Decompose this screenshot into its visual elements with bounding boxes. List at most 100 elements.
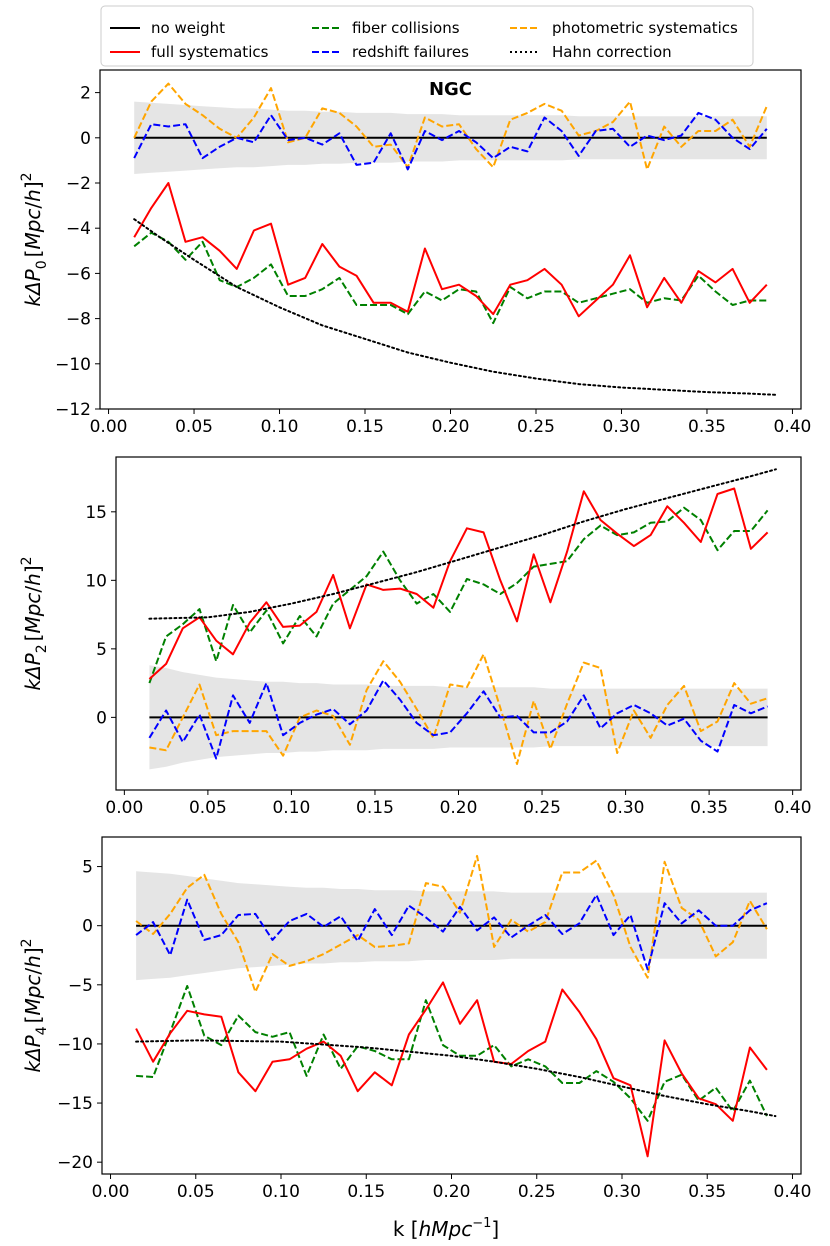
- panel-p0-series-hahn: [133, 218, 777, 396]
- panel-p4-xtick-label: 0.35: [688, 1182, 726, 1202]
- panel-p0-ytick-label: −10: [55, 355, 91, 375]
- panel-p0-xtick-label: 0.15: [346, 417, 384, 437]
- x-axis-label-close: ]: [491, 1217, 499, 1241]
- panel-p0-ylabel-part: ]: [21, 181, 45, 189]
- panel-p0-xtick-label: 0.20: [432, 417, 470, 437]
- panel-p2-ylabel-part: Mpc: [21, 593, 45, 634]
- panel-p2-ylabel-part: ]: [21, 565, 45, 573]
- panel-p0-ytick-label: 0: [80, 129, 91, 149]
- panel-p4-ylabel-part: 4: [34, 1026, 50, 1035]
- panel-p2-series-hahn: [148, 468, 777, 620]
- x-axis-label: k [hMpc−1]: [393, 1216, 499, 1241]
- legend-label-photometric-systematics: photometric systematics: [552, 19, 738, 37]
- panel-p2-ytick-label: 10: [85, 571, 107, 591]
- panel-p2-series-photo: [149, 653, 768, 765]
- panel-p4-ytick-label: 5: [82, 858, 93, 878]
- panel-p0-title: NGC: [429, 79, 472, 100]
- panel-p4-series-photo: [135, 854, 768, 993]
- panel-p2-plot-area: [148, 468, 777, 770]
- panel-p2-xtick-label: 0.05: [189, 798, 227, 818]
- panel-p4-series-full: [135, 981, 768, 1158]
- panel-p2-xtick-label: 0.00: [105, 798, 143, 818]
- panel-p0-ylabel: kΔP0 [Mpc/h]2: [19, 172, 50, 306]
- panel-p2-ylabel-part: [: [21, 634, 45, 642]
- panel-p4-ylabel-part: 2: [19, 938, 35, 947]
- legend: no weight full systematics fiber collisi…: [100, 5, 754, 67]
- panel-p2-xtick-label: 0.20: [440, 798, 478, 818]
- panel-p2-ytick-label: 0: [96, 708, 107, 728]
- panel-p4-series-redshift: [135, 893, 768, 971]
- panel-p0-xtick-label: 0.30: [603, 417, 641, 437]
- x-axis-label-italic: hMpc: [419, 1217, 473, 1241]
- panel-p2-ylabel-part: k: [21, 678, 45, 691]
- panel-p2: 0.00 0.05 0.10 0.15 0.20 0.25 0.30 0.35 0.40 15 10…: [19, 456, 812, 818]
- panel-p0-plot-area: [133, 82, 777, 396]
- panel-p2-ylabel-part: 2: [19, 556, 35, 565]
- panel-p2-ylabel-part: 2: [34, 644, 50, 653]
- panels-layer: 0.00 0.05 0.10 0.15 0.20 0.25 0.30 0.35 0.40 2 0 −2…: [19, 69, 812, 1202]
- panel-p4-xtick-label: 0.25: [518, 1182, 556, 1202]
- panel-p2-series-full: [148, 487, 769, 680]
- legend-frame: [100, 5, 754, 67]
- panel-p0-xtick-label: 0.40: [774, 417, 812, 437]
- panel-p4: 0.00 0.05 0.10 0.15 0.20 0.25 0.30 0.35 0.40 5 0 −5…: [19, 836, 812, 1202]
- panel-p4-xtick-label: 0.05: [177, 1182, 215, 1202]
- panel-p0-xtick-label: 0.10: [261, 417, 299, 437]
- panel-p4-xtick-label: 0.00: [92, 1182, 130, 1202]
- panel-p2-xtick-label: 0.30: [607, 798, 645, 818]
- panel-p0-ylabel-part: 0: [34, 260, 50, 269]
- panel-p4-ylabel-part: /: [21, 968, 45, 975]
- panel-p0-ytick-label: −6: [66, 264, 91, 284]
- x-axis-label-sup: −1: [472, 1216, 491, 1231]
- panel-p2-ytick-label: 5: [96, 640, 107, 660]
- panel-p0-ylabel-part: /: [21, 202, 45, 209]
- panel-p2-xtick-label: 0.15: [356, 798, 394, 818]
- panel-p4-xtick-label: 0.30: [603, 1182, 641, 1202]
- panel-p4-ylabel-part: ]: [21, 947, 45, 955]
- panel-p0-series-photo: [133, 82, 768, 171]
- panel-p0-ylabel-part: k: [21, 294, 45, 307]
- legend-label-fiber-collisions: fiber collisions: [352, 19, 460, 37]
- panel-p2-ylabel-part: h: [21, 573, 45, 586]
- panel-p0-ytick-label: −12: [55, 400, 91, 420]
- legend-label-full-systematics: full systematics: [151, 43, 269, 61]
- panel-p2-xtick-label: 0.40: [774, 798, 812, 818]
- panel-p0-series-fiber: [133, 231, 767, 325]
- panel-p4-ytick-label: −5: [68, 976, 93, 996]
- panel-p2-series-redshift: [148, 679, 768, 760]
- panel-p0-xtick-label: 0.05: [175, 417, 213, 437]
- panel-p2-xtick-label: 0.25: [523, 798, 561, 818]
- panel-p4-ylabel-part: [: [21, 1016, 45, 1024]
- legend-label-hahn-correction: Hahn correction: [552, 43, 672, 61]
- panel-p2-ylabel: kΔP2[Mpc/h]2: [19, 556, 50, 690]
- panel-p4-ylabel: kΔP4 [Mpc/h]2: [19, 938, 50, 1072]
- panel-p0-ytick-label: −2: [66, 174, 91, 194]
- panel-p0-series-full: [133, 182, 768, 318]
- panel-p4-xtick-label: 0.20: [433, 1182, 471, 1202]
- panel-p0-xtick-label: 0.25: [517, 417, 555, 437]
- panel-p4-xtick-label: 0.40: [774, 1182, 812, 1202]
- panel-p2-xtick-label: 0.35: [690, 798, 728, 818]
- panel-p4-xtick-label: 0.15: [347, 1182, 385, 1202]
- panel-p0-ytick-label: −8: [66, 310, 91, 330]
- panel-p0-ytick-label: −4: [66, 219, 91, 239]
- panel-p0-ylabel-part: h: [21, 189, 45, 202]
- panel-p2-ylabel-part: /: [21, 586, 45, 593]
- panel-p4-ytick-label: 0: [82, 917, 93, 937]
- panel-p0-ylabel-part: ΔP: [21, 268, 45, 297]
- panel-p4-xtick-label: 0.10: [262, 1182, 300, 1202]
- panel-p0-ylabel-part: Mpc: [21, 209, 45, 250]
- panel-p4-ytick-label: −10: [57, 1035, 93, 1055]
- panel-p4-ytick-label: −20: [57, 1153, 93, 1173]
- panel-p2-series-fiber: [148, 506, 769, 684]
- panel-p4-ytick-label: −15: [57, 1094, 93, 1114]
- panel-p4-ylabel-part: h: [21, 955, 45, 968]
- panel-p0-series-redshift: [133, 111, 768, 171]
- panel-p4-series-hahn: [135, 1039, 777, 1118]
- panel-p0-ylabel-part: [: [21, 250, 45, 258]
- panel-p2-xtick-label: 0.10: [272, 798, 310, 818]
- panel-p4-plot-area: [135, 854, 777, 1158]
- x-axis-label-main: k [: [393, 1217, 419, 1241]
- panel-p4-ylabel-part: k: [21, 1060, 45, 1073]
